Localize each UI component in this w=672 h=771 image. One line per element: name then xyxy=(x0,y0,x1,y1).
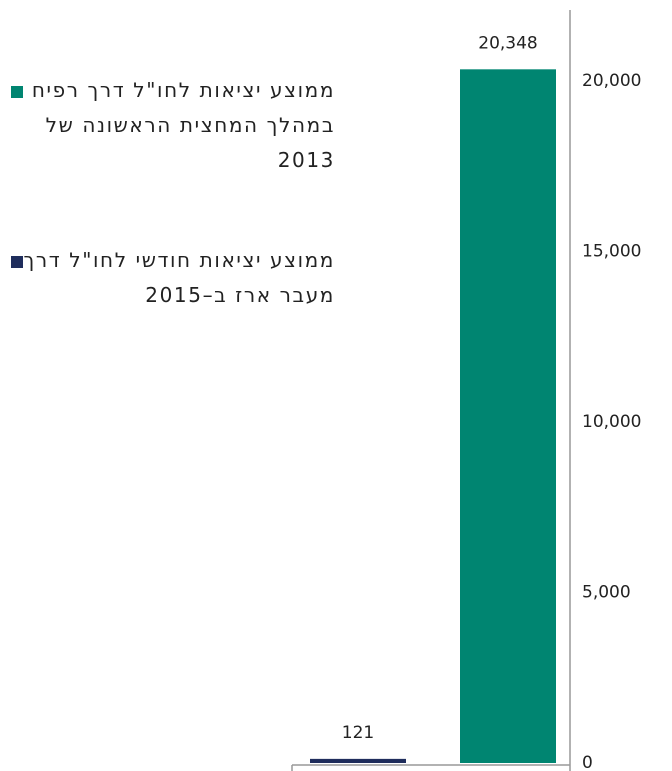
legend-label: ממוצע יציאות חודשי לחו"ל דרך מעבר ארז ב–… xyxy=(23,248,335,307)
legend-label: ממוצע יציאות לחו"ל דרך רפיח במהלך המחצית… xyxy=(31,78,335,172)
y-tick-label: 0 xyxy=(582,753,593,771)
y-tick-label: 15,000 xyxy=(582,242,641,262)
legend-swatch xyxy=(11,256,23,268)
y-tick-label: 10,000 xyxy=(582,412,641,432)
bar xyxy=(460,69,556,764)
y-tick-label: 20,000 xyxy=(582,71,641,91)
legend-swatch xyxy=(11,86,23,98)
y-tick-label: 5,000 xyxy=(582,583,631,603)
value-label: 121 xyxy=(342,723,374,743)
bar xyxy=(310,758,406,763)
value-label: 20,348 xyxy=(478,33,537,53)
